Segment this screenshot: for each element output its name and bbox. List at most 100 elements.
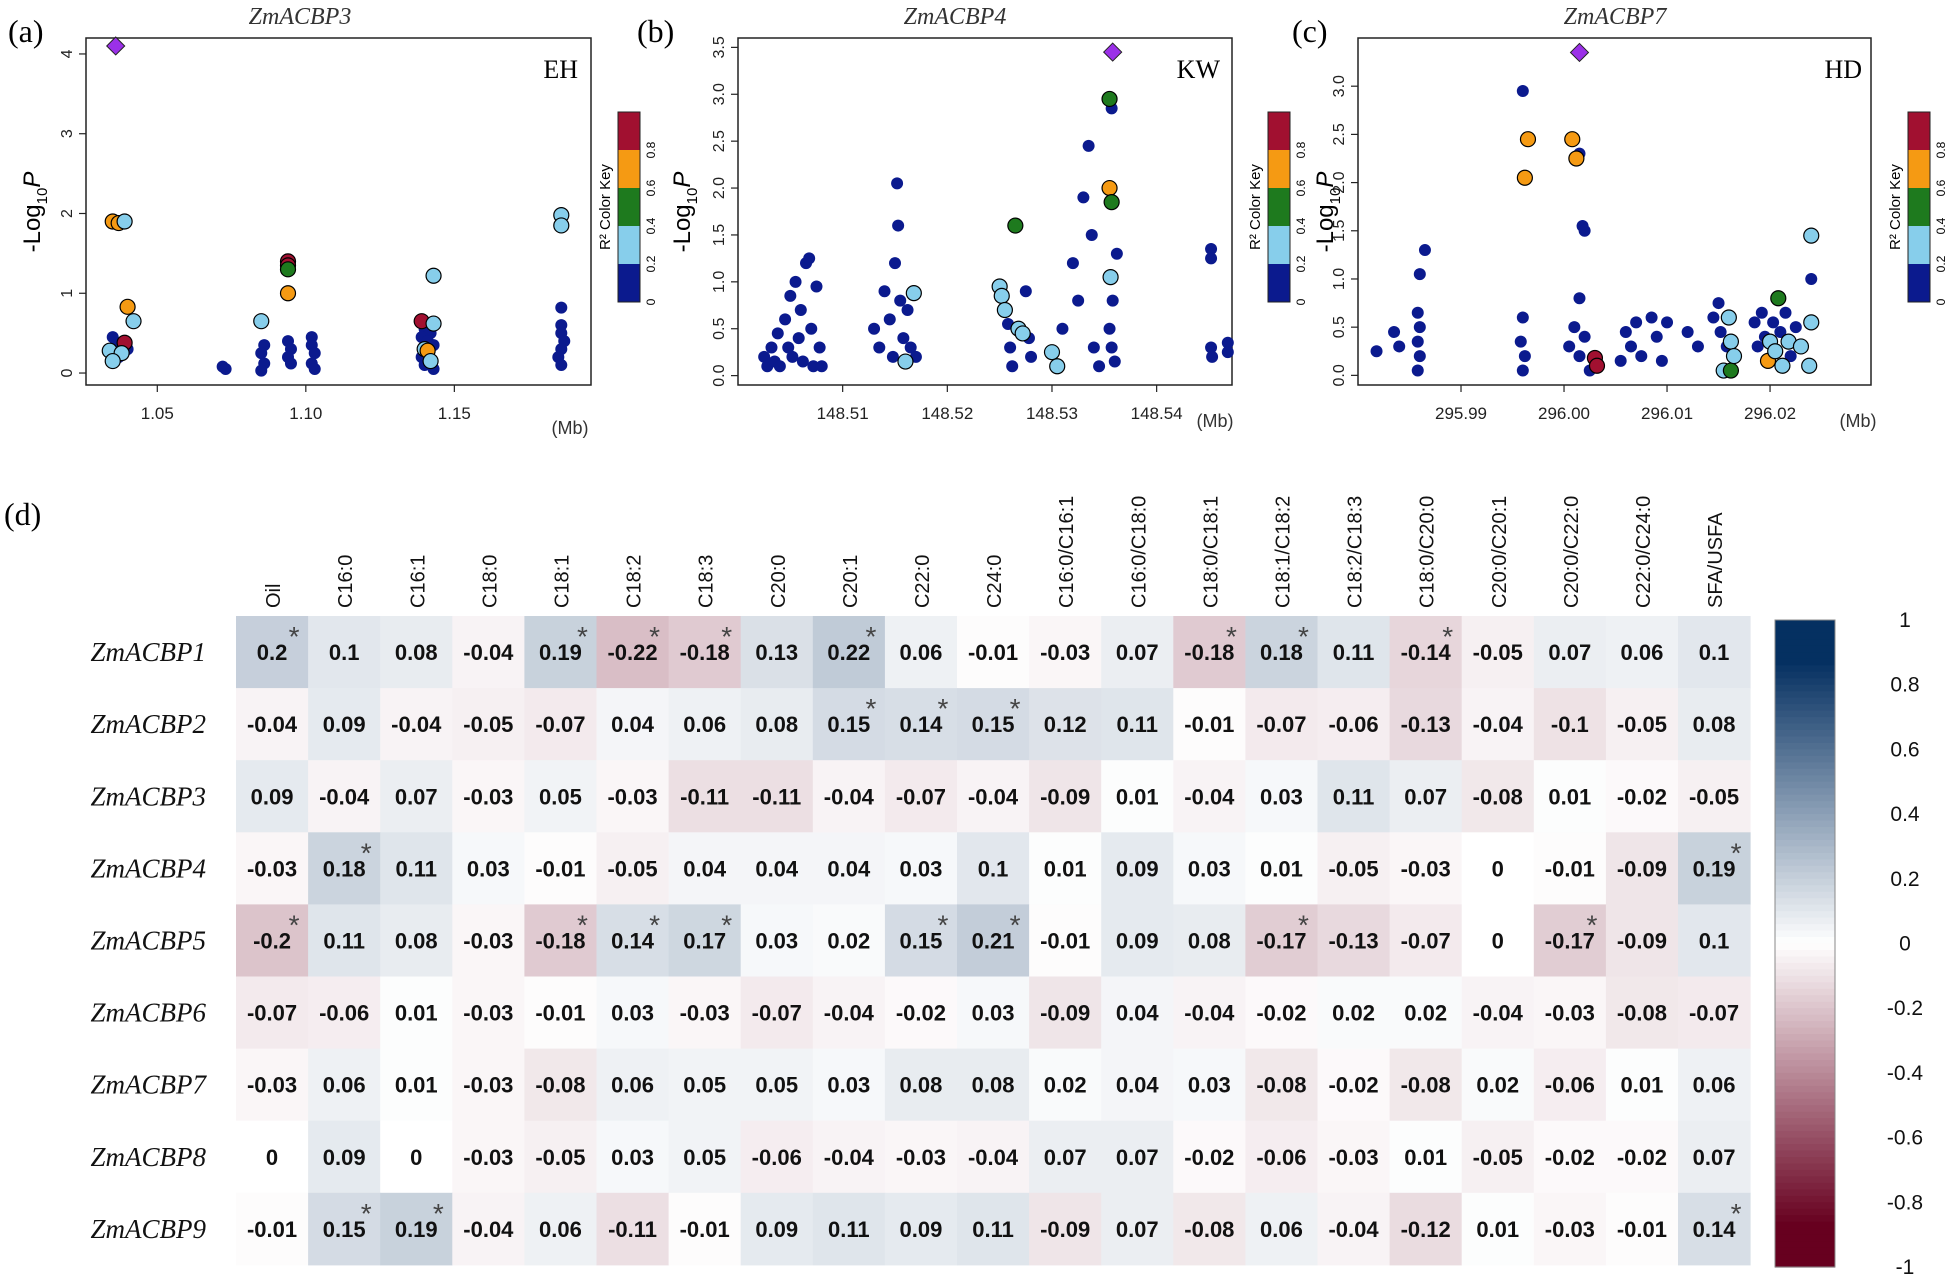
heatmap-cell <box>957 1048 1030 1122</box>
panel-c-y-axis: 0.0 0.5 1.0 1.5 2.0 2.5 3.0 <box>1331 75 1358 386</box>
heatmap-cell <box>812 1120 886 1194</box>
heatmap-value: 0.02 <box>1404 1001 1447 1026</box>
heatmap-row-labels: ZmACBP1 ZmACBP2 ZmACBP3 ZmACBP4 ZmACBP5 ZmACB… <box>90 637 207 1244</box>
r2-key-swatch <box>618 150 640 188</box>
heatmap-cell <box>884 976 958 1050</box>
r2-key-title: R² Color Key <box>1247 164 1264 250</box>
snp-point <box>779 313 792 326</box>
heatmap-value: -0.03 <box>896 1145 946 1170</box>
colorbar-segment <box>1775 1228 1835 1236</box>
heatmap-value: 0.05 <box>755 1073 798 1098</box>
heatmap-cell <box>1317 832 1391 905</box>
heatmap-value: -0.08 <box>1617 1001 1667 1026</box>
heatmap-cell <box>1317 760 1391 833</box>
heatmap-cell <box>740 1192 814 1266</box>
heatmap-column-label: C16:0/C16:1 <box>1056 496 1078 608</box>
heatmap-value: -0.02 <box>1184 1145 1234 1170</box>
heatmap-cell <box>1678 1048 1751 1122</box>
heatmap-value: -0.07 <box>535 712 585 737</box>
heatmap-cell <box>308 760 381 833</box>
snp-point <box>1725 347 1743 365</box>
snp-point <box>125 313 142 330</box>
colorbar-segment <box>1775 645 1835 653</box>
heatmap-value: 0.09 <box>1116 928 1159 953</box>
heatmap-cell <box>1678 616 1751 689</box>
heatmap-cell <box>812 904 886 977</box>
colorbar-tick-label: -0.2 <box>1887 997 1923 1020</box>
snp-point <box>1006 360 1019 373</box>
heatmap-cell <box>1029 976 1102 1050</box>
heatmap-column-label: C18:2 <box>624 555 646 608</box>
snp-point <box>1516 311 1529 324</box>
colorbar-segment <box>1775 678 1835 686</box>
heatmap-cell <box>452 832 525 905</box>
heatmap-value: 0.03 <box>1260 784 1303 809</box>
heatmap-value: -0.08 <box>1473 784 1523 809</box>
colorbar-segment <box>1775 1047 1835 1055</box>
colorbar-segment <box>1775 768 1835 776</box>
y-tick-label: 2.0 <box>1331 171 1348 193</box>
snp-point <box>1072 294 1085 307</box>
heatmap-cell <box>1678 904 1751 977</box>
colorbar-segment <box>1775 781 1835 789</box>
heatmap-cell <box>668 616 742 689</box>
r2-key-swatch <box>1268 264 1290 302</box>
snp-point <box>1714 325 1727 338</box>
heatmap-cell <box>812 976 886 1050</box>
heatmap-value: 0.04 <box>755 856 799 881</box>
heatmap-value: 0.04 <box>1116 1073 1160 1098</box>
r2-key-tick-label: 0 <box>1294 298 1308 305</box>
x-tick-label: 296.01 <box>1641 404 1693 423</box>
r2-key-swatch <box>618 264 640 302</box>
heatmap-cell <box>1461 832 1535 905</box>
heatmap-cell <box>524 976 597 1050</box>
heatmap-value: 0.05 <box>683 1145 726 1170</box>
heatmap-value: -0.03 <box>463 928 513 953</box>
heatmap-cell <box>380 904 453 977</box>
heatmap-value: 0.18 <box>323 856 366 881</box>
snp-point <box>1413 350 1426 363</box>
snp-point <box>1573 292 1586 305</box>
panel-c-regional-plot: (c) ZmACBP7 HD 0.0 0.5 1.0 1.5 2.0 2.5 3.0 295… <box>1292 4 1946 431</box>
heatmap-cell <box>524 832 597 905</box>
snp-point <box>1650 330 1663 343</box>
heatmap-column-label: C18:2/C18:3 <box>1345 496 1367 608</box>
snp-point <box>1691 340 1704 353</box>
heatmap-value: -0.04 <box>968 1145 1019 1170</box>
snp-point <box>116 213 133 230</box>
heatmap-cell <box>1678 976 1751 1050</box>
heatmap-cell <box>812 1192 886 1266</box>
colorbar-segment <box>1775 691 1835 699</box>
heatmap-cell <box>1389 904 1463 977</box>
heatmap-cell <box>957 688 1030 761</box>
heatmap-value: -0.06 <box>1545 1073 1595 1098</box>
heatmap-value: 0.07 <box>1116 1217 1159 1242</box>
heatmap-value: -0.09 <box>1040 1001 1090 1026</box>
snp-point <box>1516 169 1533 186</box>
r2-key-tick-label: 0 <box>1934 298 1946 305</box>
colorbar-segment <box>1775 684 1835 692</box>
heatmap-value: -0.03 <box>607 784 657 809</box>
heatmap-cell <box>452 976 525 1050</box>
heatmap-value: -0.05 <box>1689 784 1739 809</box>
colorbar-segment <box>1775 930 1835 938</box>
heatmap-value: -0.04 <box>1328 1217 1379 1242</box>
heatmap-row-label: ZmACBP7 <box>90 1070 207 1100</box>
heatmap-value: 0.03 <box>611 1145 654 1170</box>
snp-point <box>1103 194 1120 211</box>
heatmap-value: -0.14 <box>1401 640 1452 665</box>
significance-star: * <box>577 621 588 652</box>
heatmap-column-label: C18:0 <box>479 555 501 608</box>
snp-point <box>279 261 297 278</box>
snp-point <box>1770 290 1787 307</box>
significance-star: * <box>1731 1198 1742 1229</box>
significance-star: * <box>1010 693 1021 724</box>
heatmap-cell <box>524 616 597 689</box>
colorbar-segment <box>1775 865 1835 873</box>
heatmap-value: 0.02 <box>1044 1073 1087 1098</box>
snp-point <box>1681 325 1694 338</box>
snp-point <box>803 252 816 265</box>
colorbar-segment <box>1775 949 1835 958</box>
heatmap-column-label: SFA/USFA <box>1705 512 1727 608</box>
colorbar-segment <box>1775 1234 1835 1242</box>
